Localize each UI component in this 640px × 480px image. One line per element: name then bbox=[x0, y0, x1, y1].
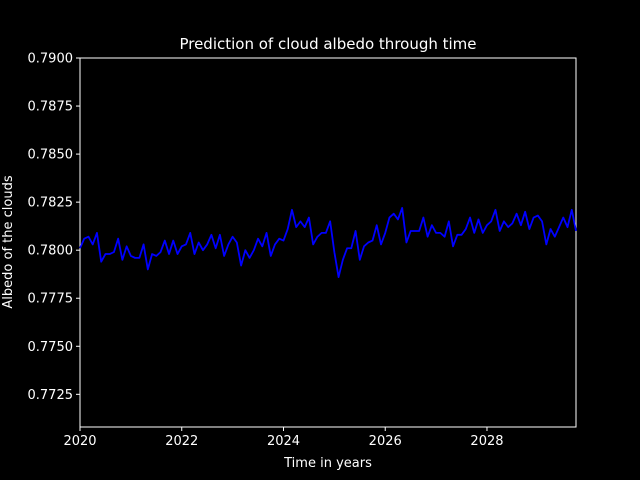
y-axis: 0.7725 0.7750 0.7775 0.7800 0.7825 0.7850 0.78… bbox=[28, 52, 80, 403]
x-axis-label: Time in years bbox=[283, 456, 372, 471]
x-tick-label: 2028 bbox=[470, 434, 503, 449]
plot-area: 2020 2022 2024 2026 2028 0.77250.77500.77750… bbox=[28, 52, 577, 449]
y-axis-label: Albedo of the clouds bbox=[1, 175, 16, 308]
x-tick-label: 2020 bbox=[63, 434, 96, 449]
x-tick-label: 2026 bbox=[369, 434, 402, 449]
y-tick-label: 0.7775 bbox=[28, 292, 74, 307]
x-tick-label: 2022 bbox=[165, 434, 198, 449]
chart-title: Prediction of cloud albedo through time bbox=[179, 35, 476, 53]
y-tick-label: 0.7875 bbox=[28, 100, 74, 115]
y-tick-label: 0.7850 bbox=[28, 148, 74, 163]
x-axis: 2020 2022 2024 2026 2028 bbox=[63, 427, 504, 449]
y-tick-label: 0.7725 bbox=[28, 388, 74, 403]
y-tick-label: 0.7900 bbox=[28, 52, 74, 67]
series-layer bbox=[79, 207, 577, 278]
y-tick-label: 0.7750 bbox=[28, 340, 74, 355]
axes-frame bbox=[79, 57, 577, 428]
series-line-0 bbox=[79, 207, 577, 278]
y-tick-label: 0.7800 bbox=[28, 244, 74, 259]
x-tick-label: 2024 bbox=[267, 434, 300, 449]
y-tick-label: 0.7825 bbox=[28, 196, 74, 211]
